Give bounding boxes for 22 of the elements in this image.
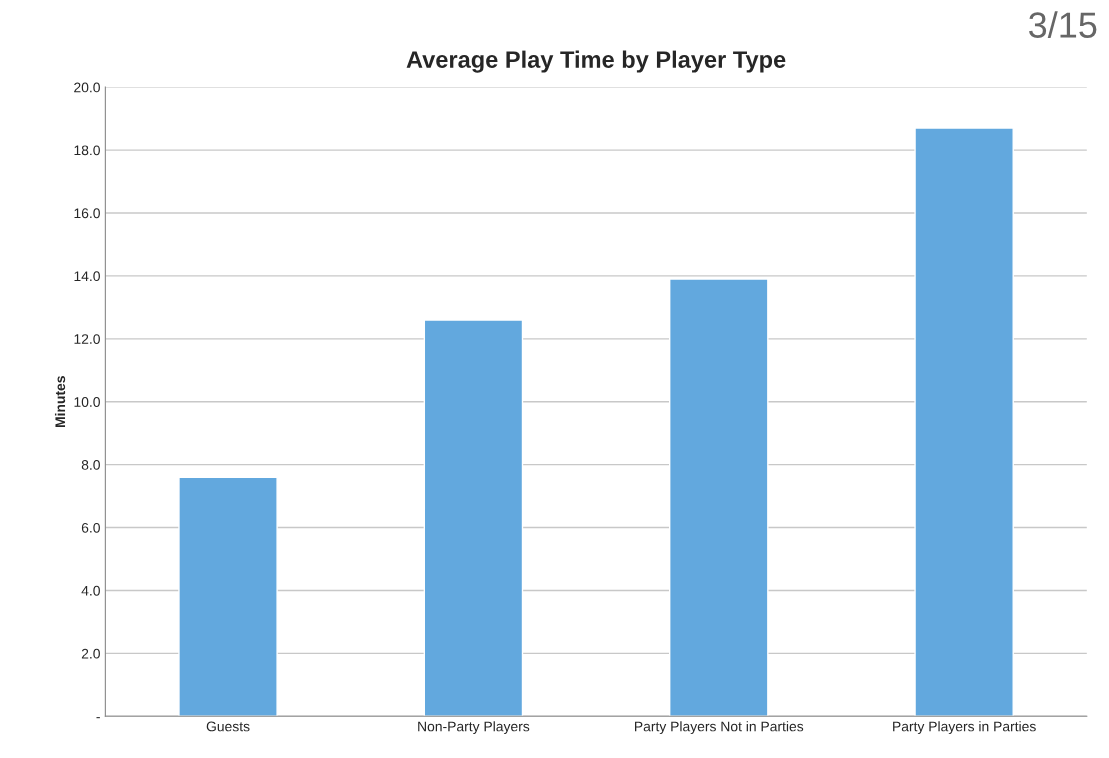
x-tick-label: Party Players Not in Parties [635,721,804,735]
x-tick-label: Guests [206,721,250,732]
y-tick-label: 8.0 [81,459,100,470]
chart-title: Average Play Time by Player Type [406,50,786,73]
bar [914,127,1014,717]
y-axis-title: Minutes [54,376,66,428]
x-tick-label: Party Players in Parties [893,721,1036,735]
y-tick-label: 10.0 [74,397,100,407]
y-tick-label: 18.0 [74,145,100,156]
x-tick-label: Non-Party Players [418,721,530,735]
y-tick-label: 16.0 [74,208,100,219]
bar [178,476,278,717]
bar [423,319,524,717]
y-tick-label: 6.0 [81,522,100,533]
text: 3/15 [1029,11,1097,38]
y-tick-label: - [96,717,100,719]
y-tick-label: 2.0 [81,648,100,659]
y-tick-label: 4.0 [81,585,100,596]
y-tick-label: 14.0 [74,271,100,282]
y-tick-label: 12.0 [74,334,100,344]
y-tick-label: 20.0 [74,82,100,93]
bar [669,278,769,717]
